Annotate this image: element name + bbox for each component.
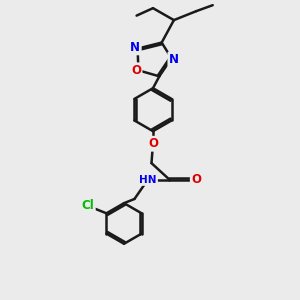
Text: O: O [148,137,158,150]
Text: HN: HN [139,175,157,184]
Text: Cl: Cl [82,199,94,212]
Text: O: O [131,64,141,77]
Text: O: O [191,173,201,186]
Text: N: N [130,41,140,54]
Text: N: N [169,53,179,66]
